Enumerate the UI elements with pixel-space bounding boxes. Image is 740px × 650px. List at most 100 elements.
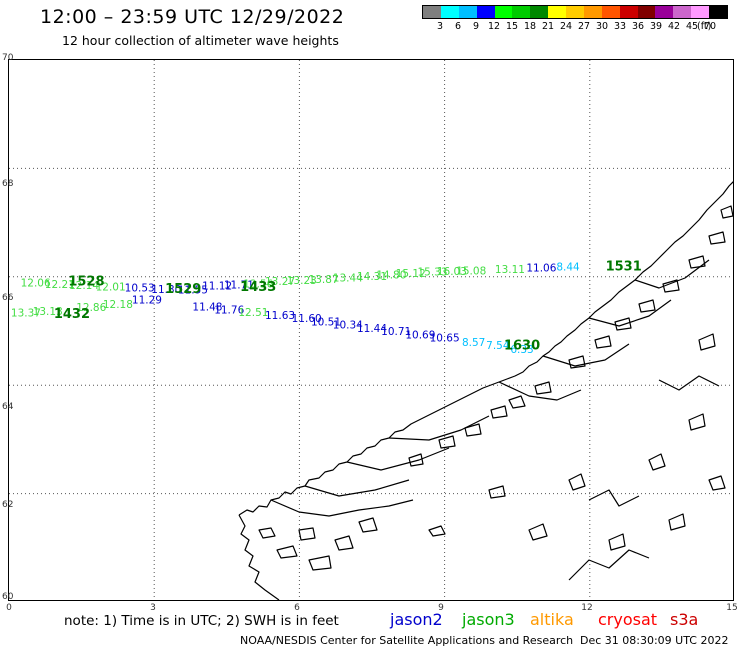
colorbar-cell (709, 6, 727, 18)
wave-height-value: 10.53 (125, 283, 155, 295)
wave-height-value: 13.44 (333, 272, 363, 284)
colorbar-tick-label: 30 (595, 21, 609, 32)
colorbar-cell (601, 6, 620, 18)
latitude-label: 60 (2, 592, 14, 602)
colorbar-tick-label: 45 (685, 21, 699, 32)
coastline-fjords-2 (498, 259, 710, 401)
colorbar-tick-label: 70 (703, 21, 717, 32)
wave-height-value: 11.55 (178, 284, 208, 296)
colorbar-cell (476, 6, 495, 18)
longitude-label: 9 (438, 603, 444, 613)
satellite-track-observations: 12.0612.2112.1412.0110.5311.3011.5511.12… (11, 260, 642, 356)
wave-height-value: 15.08 (456, 265, 486, 277)
satellite-legend-altika: altika (530, 610, 574, 629)
wave-height-value: 12.18 (103, 299, 133, 311)
colorbar-tick-label: 42 (667, 21, 681, 32)
latitude-label: 64 (2, 402, 14, 412)
colorbar-tick-label: 33 (613, 21, 627, 32)
colorbar-cell (512, 6, 531, 18)
colorbar-cell (673, 6, 692, 18)
colorbar-cell (423, 6, 441, 18)
colorbar-cell (458, 6, 477, 18)
wave-height-value: 13.23 (287, 275, 317, 287)
wave-height-value: 11.44 (357, 323, 387, 335)
colorbar-tick-label: 9 (472, 21, 480, 32)
colorbar-cell (440, 6, 459, 18)
wave-height-value: 12.01 (96, 282, 126, 294)
coastline-fjords-1 (270, 415, 490, 517)
longitude-label: 0 (6, 603, 12, 613)
colorbar-cell (637, 6, 656, 18)
wave-height-value: 11.48 (192, 302, 222, 314)
colorbar-tick-label: 18 (523, 21, 537, 32)
wave-height-value: 11.76 (214, 304, 244, 316)
colorbar-tick-label: 3 (436, 21, 444, 32)
coastline-south (238, 514, 280, 600)
pass-time-label: 1528 (68, 275, 104, 290)
wave-height-value: 10.34 (333, 320, 363, 332)
wave-height-value: 12.06 (21, 277, 51, 289)
colorbar-cell (691, 6, 709, 18)
altimeter-map: 12.06 12.21 12.14 12.01 10.53 11.30 11.55 11.12… (8, 59, 734, 601)
pass-time-label: 1531 (606, 260, 642, 275)
latitude-label: 66 (2, 293, 14, 303)
wave-height-value: 12.21 (45, 279, 75, 291)
satellite-legend-jason2: jason2 (390, 610, 443, 629)
pass-time-label: 1432 (54, 307, 90, 322)
longitude-label: 3 (150, 603, 156, 613)
colorbar-tick-label: 36 (631, 21, 645, 32)
wave-height-value: 13.11 (495, 264, 525, 276)
islands-south (258, 517, 378, 571)
wave-height-value: 8.57 (462, 337, 485, 349)
wave-height-value: 12.14 (69, 280, 99, 292)
colorbar-tick-label: 6 (454, 21, 462, 32)
coastline-main (238, 181, 733, 516)
colorbar-cell (548, 6, 566, 18)
longitude-label: 15 (726, 603, 738, 613)
islands-north (568, 205, 733, 369)
map-subtitle: 12 hour collection of altimeter wave hei… (62, 33, 339, 48)
colorbar-tick-label: 15 (505, 21, 519, 32)
colorbar-cell (530, 6, 549, 18)
wave-height-value: 14.80 (376, 270, 406, 282)
lat-lon-grid (9, 60, 733, 600)
wave-height-value: 10.69 (405, 329, 435, 341)
wave-height-value: 10.71 (381, 326, 411, 338)
wave-height-value: 13.37 (11, 308, 41, 320)
satellite-legend-cryosat: cryosat (598, 610, 658, 629)
wave-height-value: 11.30 (151, 284, 181, 296)
colorbar-tick-label: 39 (649, 21, 663, 32)
latitude-label: 68 (2, 179, 14, 189)
latitude-label: 70 (2, 53, 14, 63)
inland-rivers (568, 375, 720, 581)
wave-height-value: 13.13 (33, 306, 63, 318)
note-text: note: 1) Time is in UTC; 2) SWH is in fe… (64, 613, 339, 629)
wave-height-value: 15.33 (417, 266, 447, 278)
wave-height-value: 11.71 (224, 279, 254, 291)
colorbar-tick-label: 27 (577, 21, 591, 32)
wave-height-value: 13.27 (265, 276, 295, 288)
colorbar-unit: (ft) (697, 21, 712, 32)
wave-height-value: 11.63 (265, 310, 295, 322)
pass-time-label: 1630 (504, 339, 540, 354)
colorbar-tick-label: 21 (541, 21, 555, 32)
map-title: 12:00 – 23:59 UTC 12/29/2022 (40, 6, 345, 28)
wave-height-value: 8.44 (556, 262, 580, 274)
wave-height-value: 16.03 (437, 266, 467, 278)
satellite-legend-s3a: s3a (670, 610, 699, 629)
satellite-legend-jason3: jason3 (462, 610, 515, 629)
credit-text: NOAA/NESDIS Center for Satellite Applica… (240, 634, 574, 647)
colorbar-tick-label: 24 (559, 21, 573, 32)
pass-time-label: 1433 (240, 280, 276, 295)
generated-timestamp: Dec 31 08:30:09 UTC 2022 (580, 634, 729, 647)
islands-central (408, 381, 552, 467)
wave-height-value: 6.33 (510, 344, 533, 356)
wave-height-value: 12.86 (76, 302, 106, 314)
wave-height-value: 14.31 (357, 271, 387, 283)
map-canvas: 12.0612.2112.1412.0110.5311.3011.5511.12… (9, 60, 733, 600)
wave-height-value: 10.51 (311, 316, 341, 328)
colorbar-cell (655, 6, 674, 18)
latitude-label: 62 (2, 500, 14, 510)
wave-height-value: 11.12 (202, 281, 232, 293)
colorbar-cell (619, 6, 638, 18)
